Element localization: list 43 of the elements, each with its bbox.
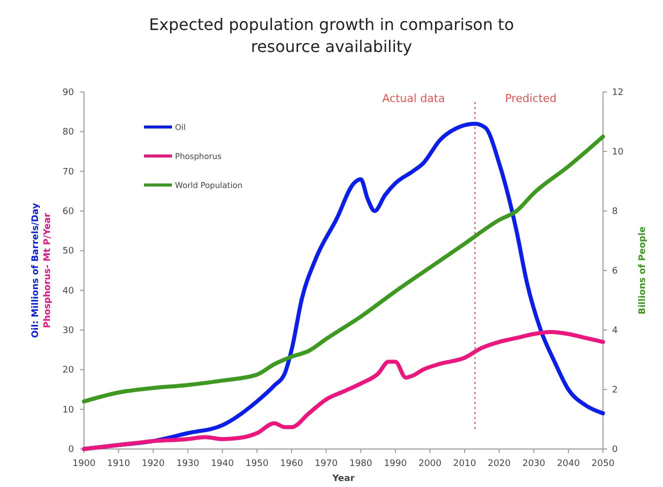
y2-tick-label: 12	[612, 88, 624, 98]
y-tick-label: 40	[62, 286, 74, 296]
y-tick-label: 30	[62, 326, 74, 336]
y2-axis-title: Billions of People	[638, 226, 648, 315]
y2-tick-label: 6	[612, 266, 618, 276]
x-tick-label: 2040	[556, 459, 580, 469]
x-tick-label: 1930	[176, 459, 200, 469]
y-tick-label: 10	[62, 405, 74, 416]
line-series	[82, 134, 605, 404]
y-tick-label: 90	[62, 88, 74, 98]
y2-tick-label: 8	[612, 207, 618, 217]
y-tick-label: 0	[68, 445, 74, 455]
x-tick-label: 1970	[314, 459, 338, 469]
legend-label: Oil	[175, 123, 186, 132]
x-tick-label: 1940	[210, 459, 234, 469]
chart-title: Expected population growth in comparison to resource availability	[149, 15, 514, 56]
y-tick-label: 50	[62, 246, 74, 257]
y2-tick-label: 2	[612, 386, 618, 396]
y2-tick-label: 4	[612, 326, 618, 336]
x-tick-label: 1920	[142, 459, 165, 469]
legend-label: Phosphorus	[175, 152, 222, 161]
legend-label: World Population	[175, 181, 242, 190]
x-tick-label: 2030	[522, 459, 546, 469]
x-tick-label: 1980	[349, 459, 373, 469]
x-tick-label: 1990	[384, 459, 408, 469]
x-tick-label: 1900	[72, 459, 96, 469]
annotation: Actual data	[382, 92, 445, 105]
y-tick-label: 80	[62, 128, 74, 138]
y-tick-label: 60	[62, 207, 74, 217]
annotation: Predicted	[504, 92, 557, 105]
x-tick-label: 1960	[280, 459, 304, 469]
x-tick-label: 2000	[418, 459, 442, 469]
x-axis-title: Year	[331, 474, 356, 484]
y-tick-label: 20	[62, 366, 74, 376]
y-axis-title: Oil: Millions of Barrels/Day Phosphorus- Mt P/Year	[31, 202, 53, 338]
y2-tick-label: 10	[612, 148, 624, 158]
x-tick-label: 1910	[107, 459, 130, 469]
y2-tick-label: 0	[612, 445, 618, 455]
x-tick-label: 2010	[453, 459, 476, 469]
y-tick-label: 70	[62, 167, 74, 178]
x-tick-label: 2020	[488, 459, 511, 469]
x-tick-label: 1950	[246, 459, 269, 469]
x-tick-label: 2050	[592, 459, 615, 469]
